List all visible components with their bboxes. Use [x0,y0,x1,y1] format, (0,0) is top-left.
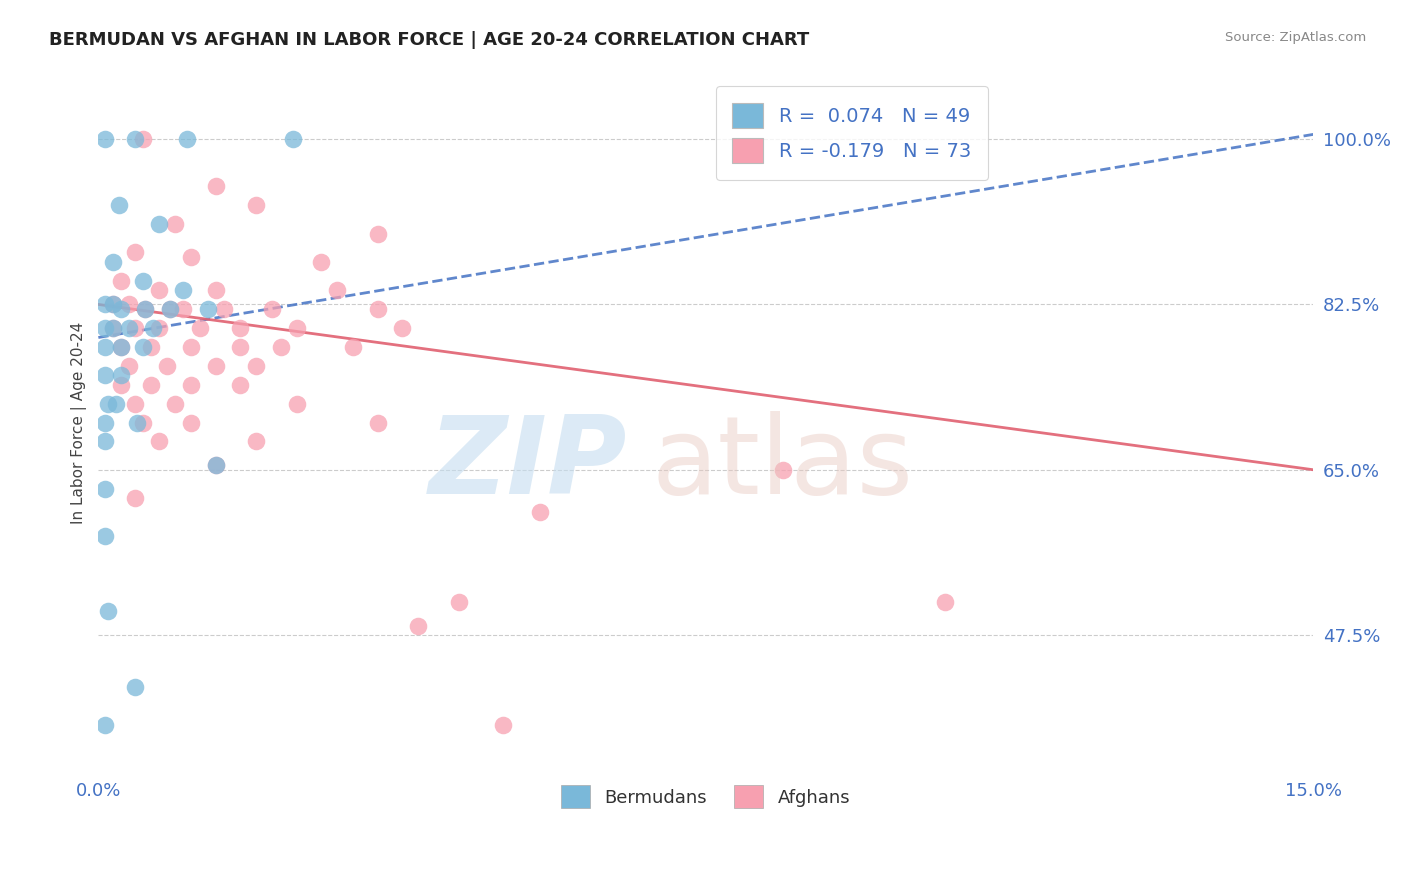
Point [309,255,332,269]
Point [342,340,364,354]
Point [118,297,141,311]
Point [172,283,194,297]
Point [101,297,124,311]
Point [204,179,226,194]
Point [281,132,304,146]
Point [124,245,146,260]
Point [142,321,165,335]
Point [107,198,129,212]
Point [101,321,124,335]
Point [180,340,202,354]
Point [148,283,170,297]
Text: BERMUDAN VS AFGHAN IN LABOR FORCE | AGE 20-24 CORRELATION CHART: BERMUDAN VS AFGHAN IN LABOR FORCE | AGE … [49,31,810,49]
Point [326,283,349,297]
Point [110,340,132,354]
Point [204,458,226,472]
Point [139,377,162,392]
Point [94,416,117,430]
Point [110,274,132,288]
Point [180,250,202,264]
Point [245,198,267,212]
Point [204,283,226,297]
Point [165,397,187,411]
Point [245,434,267,449]
Point [229,377,252,392]
Point [148,217,170,231]
Point [180,377,202,392]
Point [204,458,226,472]
Point [110,340,132,354]
Point [110,377,132,392]
Point [110,368,132,383]
Point [262,302,284,317]
Point [124,680,146,694]
Point [94,482,117,496]
Point [127,416,149,430]
Point [101,255,124,269]
Point [94,718,117,732]
Point [94,434,117,449]
Point [159,302,181,317]
Point [101,297,124,311]
Point [94,368,117,383]
Point [94,132,117,146]
Point [188,321,211,335]
Point [148,434,170,449]
Point [165,217,187,231]
Point [159,302,181,317]
Point [492,718,515,732]
Point [180,416,202,430]
Point [197,302,219,317]
Point [124,397,146,411]
Point [132,340,155,354]
Point [772,463,794,477]
Point [447,595,470,609]
Point [118,321,141,335]
Point [204,359,226,373]
Point [934,595,956,609]
Point [94,529,117,543]
Point [118,359,141,373]
Point [94,297,117,311]
Point [124,132,146,146]
Point [132,416,155,430]
Point [229,321,252,335]
Y-axis label: In Labor Force | Age 20-24: In Labor Force | Age 20-24 [72,321,87,524]
Point [134,302,156,317]
Point [101,321,124,335]
Point [391,321,413,335]
Point [94,321,117,335]
Point [172,302,194,317]
Point [94,340,117,354]
Point [97,397,120,411]
Point [270,340,292,354]
Text: ZIP: ZIP [429,411,627,517]
Point [97,605,120,619]
Text: atlas: atlas [651,411,912,517]
Point [132,132,155,146]
Point [406,618,429,632]
Point [367,227,389,241]
Point [529,505,551,519]
Point [134,302,156,317]
Point [124,491,146,505]
Point [245,359,267,373]
Point [367,302,389,317]
Point [176,132,198,146]
Point [105,397,128,411]
Point [367,416,389,430]
Point [285,321,308,335]
Point [148,321,170,335]
Point [156,359,179,373]
Text: Source: ZipAtlas.com: Source: ZipAtlas.com [1226,31,1367,45]
Point [229,340,252,354]
Legend: Bermudans, Afghans: Bermudans, Afghans [554,778,858,815]
Point [285,397,308,411]
Point [132,274,155,288]
Point [110,302,132,317]
Point [124,321,146,335]
Point [212,302,235,317]
Point [139,340,162,354]
